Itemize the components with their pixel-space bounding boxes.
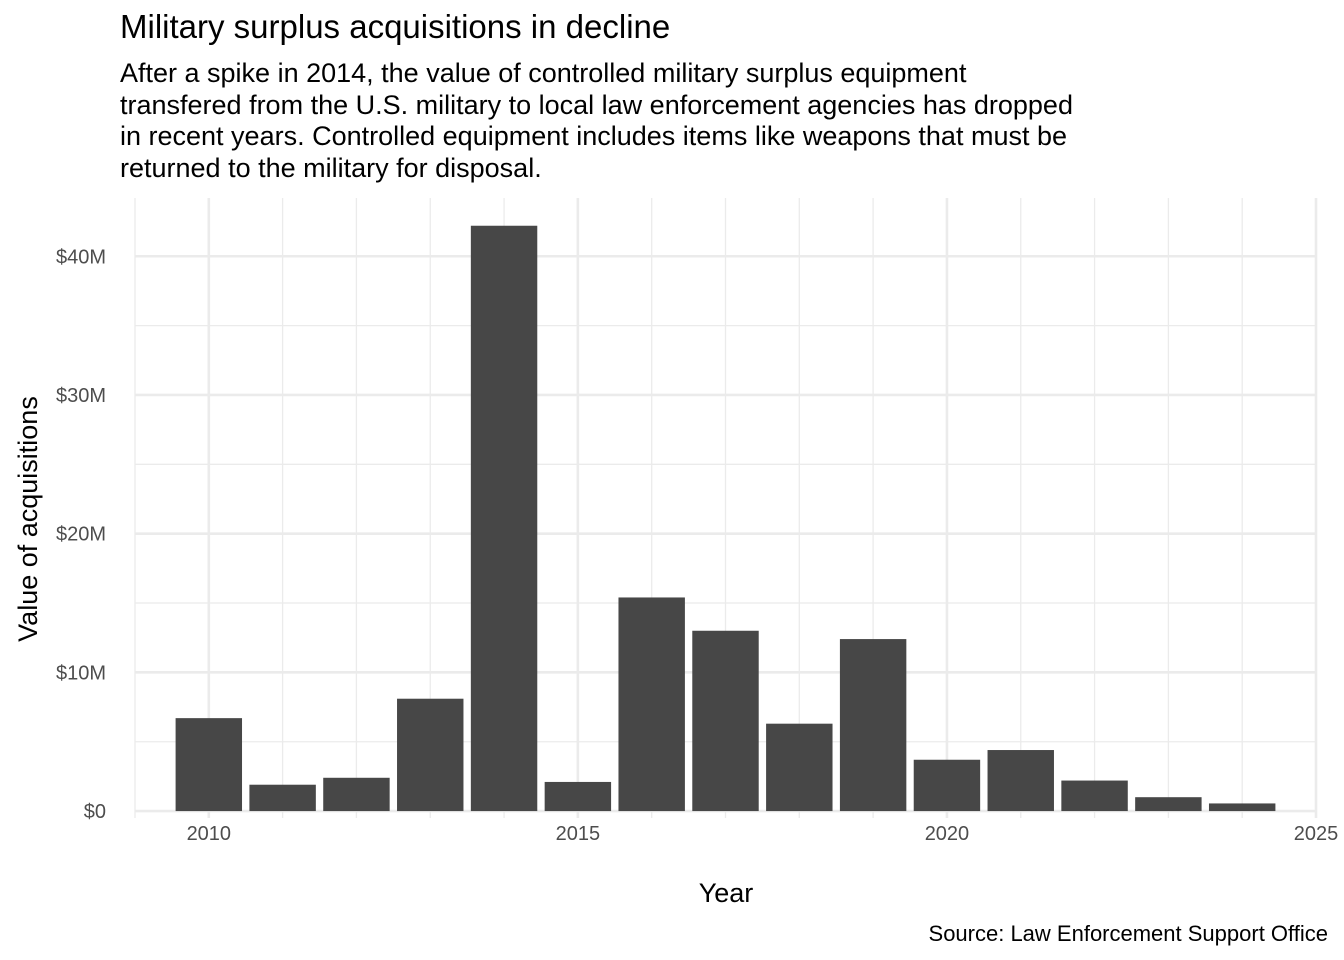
bar bbox=[1135, 797, 1202, 812]
bar bbox=[913, 759, 981, 812]
bar bbox=[470, 225, 538, 812]
x-tick-label: 2015 bbox=[556, 823, 601, 845]
subtitle-line: in recent years. Controlled equipment in… bbox=[120, 121, 1067, 151]
subtitle-line: returned to the military for disposal. bbox=[120, 152, 542, 183]
bar bbox=[1061, 780, 1128, 812]
x-tick-label: 2010 bbox=[187, 823, 232, 845]
tick-labels: 2010 2015 2020 2025 $0 $10M $20M $30M $40M bbox=[56, 246, 1338, 845]
y-tick-label: $20M bbox=[56, 524, 106, 546]
bar bbox=[987, 750, 1054, 812]
x-tick-label: 2025 bbox=[1294, 823, 1339, 845]
y-tick-label: $10M bbox=[56, 662, 106, 684]
chart-subtitle: After a spike in 2014, the value of cont… bbox=[120, 58, 1220, 184]
bar bbox=[323, 777, 390, 812]
source-caption: Source: Law Enforcement Support Office bbox=[929, 921, 1328, 946]
y-tick-label: $40M bbox=[56, 246, 106, 268]
bar bbox=[692, 630, 759, 812]
bar bbox=[249, 784, 316, 812]
bar bbox=[544, 781, 612, 812]
subtitle-line: After a spike in 2014, the value of cont… bbox=[120, 58, 967, 88]
bar bbox=[397, 698, 464, 812]
y-tick-label: $0 bbox=[84, 801, 106, 823]
bar bbox=[839, 639, 907, 812]
bar bbox=[618, 597, 685, 812]
bars bbox=[175, 225, 1276, 812]
subtitle-line: transfered from the U.S. military to loc… bbox=[120, 89, 1073, 120]
bar bbox=[766, 723, 833, 812]
y-tick-label: $30M bbox=[56, 385, 106, 407]
bar bbox=[1208, 803, 1276, 812]
bar bbox=[175, 718, 243, 812]
x-axis-title: Year bbox=[699, 878, 754, 908]
y-axis-title: Value of acquisitions bbox=[13, 396, 43, 642]
chart-title: Military surplus acquisitions in decline bbox=[120, 8, 671, 45]
x-tick-label: 2020 bbox=[925, 823, 970, 845]
